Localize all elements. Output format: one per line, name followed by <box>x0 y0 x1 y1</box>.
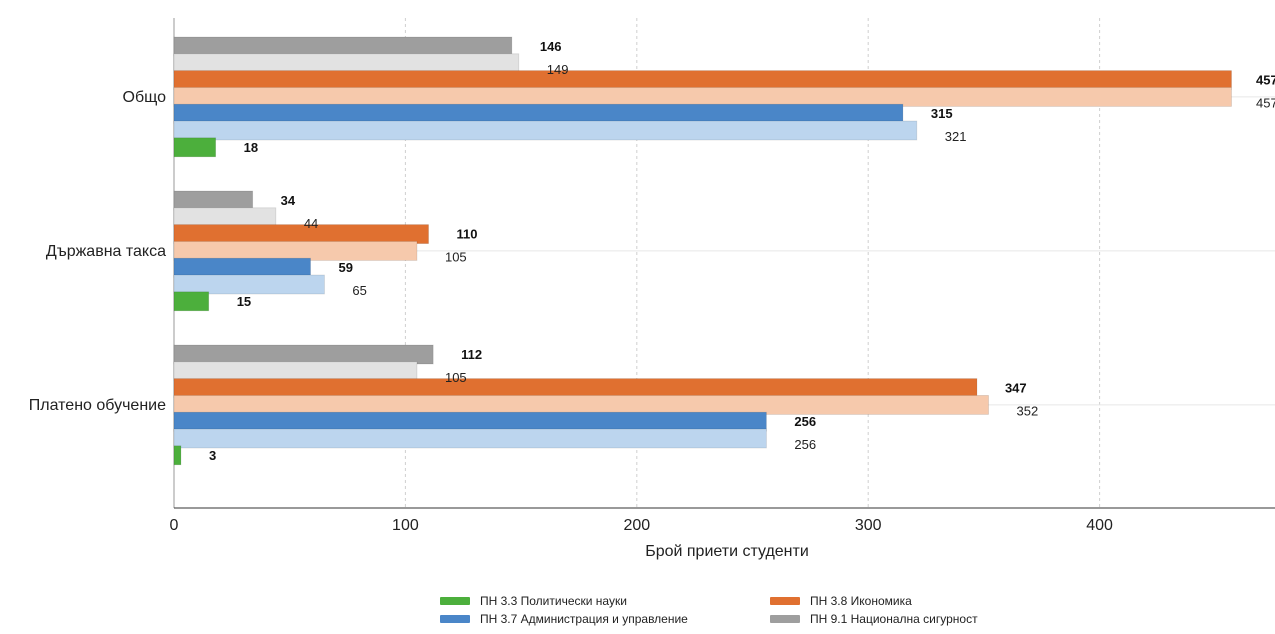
legend-swatch <box>440 615 470 623</box>
data-label: 315 <box>931 106 953 121</box>
category-label: Общо <box>123 89 167 106</box>
bar <box>173 274 325 295</box>
data-label: 256 <box>794 437 816 452</box>
legend: ПН 3.3 Политически науки ПН 3.8 Икономика… <box>440 594 1000 626</box>
category-label: Държавна такса <box>46 243 166 260</box>
legend-item: ПН 9.1 Национална сигурност <box>770 612 1000 626</box>
data-label: 321 <box>945 129 967 144</box>
bar <box>173 344 434 365</box>
data-label: 105 <box>445 370 467 385</box>
data-label: 352 <box>1017 403 1039 418</box>
data-label: 18 <box>244 140 258 155</box>
bar <box>173 411 767 432</box>
data-label: 15 <box>237 294 251 309</box>
bar <box>173 190 254 211</box>
bar <box>173 394 989 415</box>
x-tick-labels: 0 100 200 300 400 <box>170 517 1113 534</box>
legend-item: ПН 3.8 Икономика <box>770 594 1000 608</box>
legend-label: ПН 9.1 Национална сигурност <box>810 612 978 626</box>
x-tick-label: 0 <box>170 517 179 534</box>
x-tick-label: 100 <box>392 517 419 534</box>
value-labels: 1463411214944105457110347457105352315592… <box>209 39 1275 463</box>
bar <box>173 53 520 74</box>
bar <box>173 361 418 382</box>
x-axis-title: Брой приети студенти <box>645 543 809 560</box>
legend-item: ПН 3.7 Администрация и управление <box>440 612 770 626</box>
data-label: 112 <box>461 347 482 362</box>
bar <box>173 428 767 449</box>
bar <box>173 224 429 245</box>
bar <box>173 103 904 124</box>
bar <box>173 291 210 312</box>
data-label: 105 <box>445 249 467 264</box>
data-label: 457 <box>1256 95 1275 110</box>
data-label: 347 <box>1005 381 1027 396</box>
data-label: 110 <box>457 227 478 242</box>
data-label: 34 <box>281 193 296 208</box>
legend-label: ПН 3.8 Икономика <box>810 594 912 608</box>
data-label: 256 <box>794 414 816 429</box>
bar-chart: 1463411214944105457110347457105352315592… <box>29 18 1275 560</box>
x-tick-label: 200 <box>623 517 650 534</box>
category-labels: Общо Държавна такса Платено обучение <box>29 89 166 414</box>
data-label: 457 <box>1256 73 1275 88</box>
bar <box>173 445 182 466</box>
data-label: 149 <box>547 62 569 77</box>
legend-label: ПН 3.7 Администрация и управление <box>480 612 688 626</box>
bar <box>173 240 418 261</box>
bar <box>173 70 1232 90</box>
bar <box>173 257 311 278</box>
bar <box>173 207 277 228</box>
bars <box>173 36 1232 466</box>
data-label: 65 <box>352 283 366 298</box>
data-label: 146 <box>540 39 562 54</box>
bar <box>173 87 1232 107</box>
data-label: 59 <box>339 260 353 275</box>
data-label: 3 <box>209 448 216 463</box>
legend-swatch <box>440 597 470 605</box>
bar <box>173 137 217 158</box>
legend-item: ПН 3.3 Политически науки <box>440 594 770 608</box>
x-tick-label: 300 <box>855 517 882 534</box>
category-label: Платено обучение <box>29 397 166 414</box>
bar <box>173 378 978 399</box>
data-label: 44 <box>304 216 318 231</box>
legend-label: ПН 3.3 Политически науки <box>480 594 627 608</box>
x-tick-label: 400 <box>1086 517 1113 534</box>
legend-swatch <box>770 597 800 605</box>
bar <box>173 120 918 141</box>
legend-swatch <box>770 615 800 623</box>
bar <box>173 36 513 57</box>
